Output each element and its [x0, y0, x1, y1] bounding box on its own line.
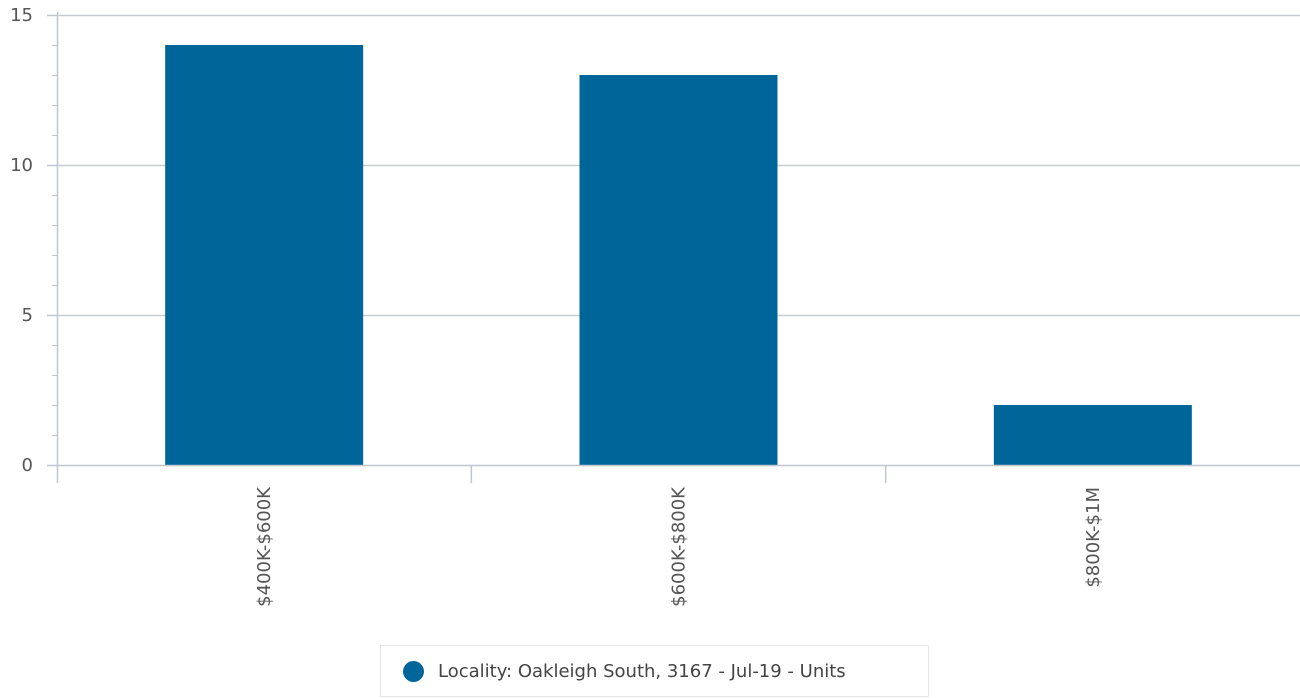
bar[interactable]: [579, 75, 778, 465]
axes: [56, 12, 1300, 483]
y-tick-label: 15: [10, 5, 33, 26]
bars: [165, 45, 1192, 465]
y-axis-minor-ticks: [47, 14, 57, 467]
y-tick-label: 10: [10, 155, 33, 176]
x-category-label: $800K-$1M: [1083, 487, 1104, 588]
y-axis-tick-labels: 0 5 10 15: [10, 5, 33, 476]
x-category-label: $400K-$600K: [254, 486, 275, 607]
legend-swatch: [403, 660, 424, 682]
legend-label: Locality: Oakleigh South, 3167 - Jul-19 …: [438, 660, 846, 682]
legend[interactable]: Locality: Oakleigh South, 3167 - Jul-19 …: [380, 645, 929, 697]
y-tick-label: 0: [22, 455, 33, 476]
bar-chart: 0 5 10 15 $400K-$600K $600K-$800K $800K-$1M: [10, 5, 1300, 607]
y-tick-label: 5: [22, 305, 33, 326]
x-category-label: $600K-$800K: [669, 486, 690, 607]
bar[interactable]: [165, 45, 364, 465]
x-axis-category-labels: $400K-$600K $600K-$800K $800K-$1M: [254, 486, 1104, 607]
bar[interactable]: [993, 405, 1192, 465]
